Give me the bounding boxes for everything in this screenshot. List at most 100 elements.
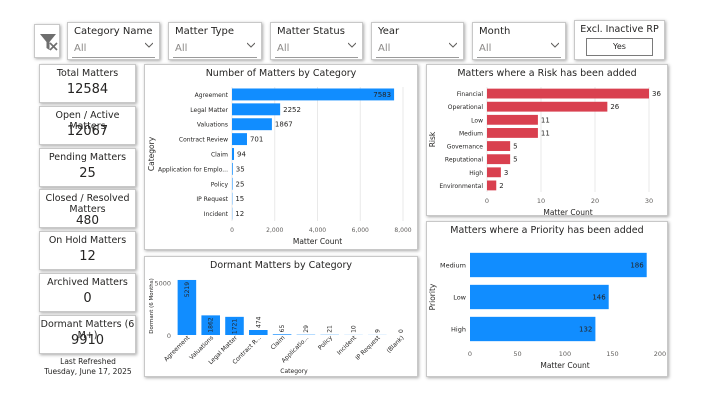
chevron-down-icon [247,42,255,48]
chart-priority: Matters where a Priority has been added … [426,221,668,377]
category-label: Policy [317,334,334,351]
chart-title: Matters where a Risk has been added [457,68,637,79]
excl-inactive-toggle: Excl. Inactive RP Yes [574,20,665,60]
kpi-value: 25 [79,166,96,181]
filter-label: Month [479,26,511,37]
kpi-title: Dormant Matters (6 M+) [40,319,135,341]
bar [232,103,281,116]
bar [201,315,220,335]
data-label: 474 [255,316,262,328]
category-label: Valuations [197,122,228,129]
bar [470,316,596,342]
data-label: 1862 [208,317,215,332]
bar [272,334,292,335]
filter-value: All [175,43,188,54]
filter-value: All [277,43,290,54]
category-label: IP Request [196,196,228,203]
x-axis-title: Matter Count [543,208,592,217]
chevron-down-icon [348,42,356,48]
risk-chart: 0 10 20 30 Financial 36 Operational 26 Low 11 Medi… [428,87,661,217]
filter-label: Matter Status [277,26,345,37]
bar [232,162,233,175]
filter-matter-type[interactable]: Matter Type All [168,22,262,60]
data-label: 11 [541,116,550,124]
category-label: Financial [457,91,484,98]
divider [275,57,358,58]
bar [487,154,511,165]
kpi-value: 480 [76,213,99,227]
data-label: 0 [398,329,405,333]
kpi-title: Closed / Resolved Matters [45,193,130,215]
filter-label: Matter Type [175,26,235,37]
clear-filters-button[interactable] [34,24,60,58]
category-label: Governance [447,144,484,151]
filter-clear-icon [40,34,58,51]
data-label: 1867 [275,121,293,129]
bar [487,114,538,125]
category-label: Application for Emplo... [158,166,228,173]
x-tick-label: 2,000 [266,227,283,234]
x-tick-label: 0 [468,350,472,358]
bar [487,141,511,151]
x-tick-label: 10 [537,197,545,205]
kpi-value: 9910 [70,333,105,348]
last-refreshed-date: Tuesday, June 17, 2025 [44,367,132,376]
chart-title: Matters where a Priority has been added [450,225,644,236]
y-axis-title: Risk [428,131,437,147]
filter-matter-status[interactable]: Matter Status All [270,22,363,60]
toggle-label: Excl. Inactive RP [580,24,659,35]
data-label: 5219 [184,282,191,297]
bar [232,177,233,190]
category-label: Environmental [439,183,483,190]
data-label: 25 [236,180,245,188]
kpi-value: 12 [79,249,96,264]
filter-category-name[interactable]: Category Name All [67,22,160,60]
chevron-down-icon [551,42,559,48]
divider [72,57,155,58]
data-label: 1721 [232,319,239,334]
filter-label: Year [378,26,400,37]
category-label: Contract Review [179,137,228,144]
category-label: Medium [440,262,466,270]
category-label: High [451,326,466,334]
bar [232,88,395,101]
x-axis-title: Category [280,368,308,375]
kpi-on-hold-matters: On Hold Matters 12 [39,231,136,270]
category-label: Incident [204,211,229,218]
data-label: 7583 [373,91,391,99]
x-axis-title: Matter Count [293,237,342,246]
x-tick-label: 0 [485,197,489,205]
data-label: 10 [351,325,358,333]
category-label: Incident [336,334,359,357]
kpi-open-active-matters: Open / Active Matters 12067 [39,106,136,145]
toggle-value-button[interactable]: Yes [586,38,653,56]
bar [232,148,235,160]
bar [470,252,647,278]
divider [376,57,459,58]
bar [225,316,244,335]
x-tick-label: 0 [230,227,234,234]
filter-year[interactable]: Year All [371,22,464,60]
x-tick-label: 4,000 [309,227,326,234]
filter-label: Category Name [74,26,153,37]
kpi-value: 12584 [66,82,109,97]
kpi-value: 12067 [66,124,109,139]
data-label: 3 [504,169,508,177]
chevron-down-icon [145,42,153,48]
kpi-title: Open / Active Matters [55,110,120,132]
category-label: Policy [211,181,229,188]
chart-risk: Matters where a Risk has been added 0 10 2… [426,64,668,217]
filter-month[interactable]: Month All [472,22,566,60]
kpi-title: Pending Matters [48,152,127,163]
kpi-pending-matters: Pending Matters 25 [39,148,136,187]
filter-value: All [74,43,87,54]
data-label: 15 [235,195,244,203]
x-tick-label: 200 [654,350,666,358]
category-label: Legal Matter [190,107,228,114]
matters-by-category-chart: 0 2,000 4,000 6,000 8,000 Agreement 7583 Legal … [147,87,412,246]
bar [470,284,609,310]
priority-chart: 0 50 100 150 200 Medium 186 Low 146 High 132 Matter… [428,252,666,370]
data-label: 35 [236,165,245,173]
kpi-value: 0 [83,291,92,306]
